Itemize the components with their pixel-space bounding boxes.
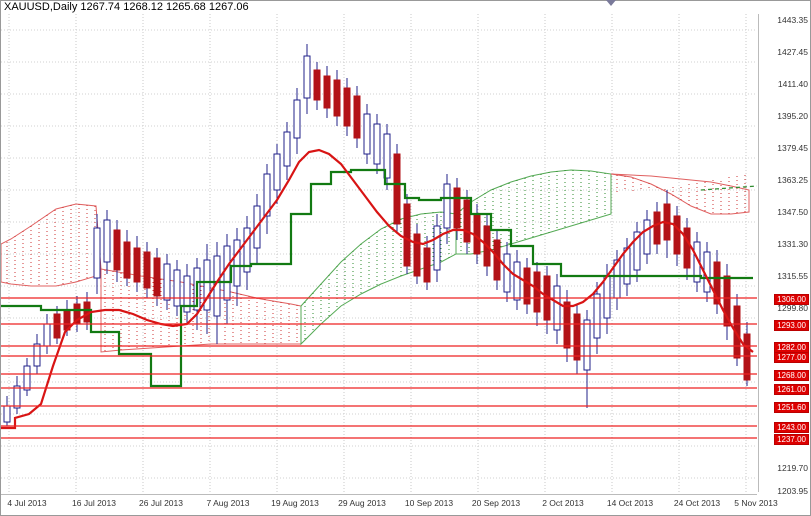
crosshair-marker [606,0,616,6]
chart-canvas[interactable] [1,14,757,492]
price-tick: 1299.80 [777,303,808,313]
time-tick: 20 Sep 2013 [471,498,521,508]
kijun-sen-line [1,168,753,388]
price-tick: 1363.25 [777,175,808,185]
level-label: 1268.00 [774,370,809,381]
price-tick: 1411.40 [777,79,808,89]
horizontal-levels [1,297,757,439]
time-tick: 29 Aug 2013 [338,498,386,508]
level-label: 1251.60 [774,402,809,413]
candlestick-series [3,44,751,426]
price-tick: 1379.45 [777,143,808,153]
price-tick: 1315.55 [777,271,808,281]
level-label: 1306.00 [774,294,809,305]
time-tick: 14 Oct 2013 [606,498,654,508]
time-tick: 16 Jul 2013 [72,498,116,508]
price-tick: 1395.20 [777,111,808,121]
time-tick: 7 Aug 2013 [206,498,250,508]
time-tick: 26 Jul 2013 [139,498,183,508]
tenkan-sen-line [1,148,754,430]
time-tick: 19 Aug 2013 [271,498,319,508]
chart-graphics [1,14,757,492]
grid-horizontal [1,29,757,479]
price-tick: 1347.50 [777,207,808,217]
time-tick: 5 Nov 2013 [734,498,778,508]
time-tick: 10 Sep 2013 [404,498,454,508]
price-tick: 1203.95 [777,486,808,496]
price-tick: 1331.30 [777,239,808,249]
time-axis[interactable]: 4 Jul 2013 16 Jul 2013 26 Jul 2013 7 Aug… [1,494,778,514]
level-label: 1293.00 [774,320,809,331]
price-tick: 1219.70 [777,463,808,473]
level-label: 1261.00 [774,384,809,395]
price-tick: 1427.45 [777,47,808,57]
price-axis[interactable]: 1443.35 1427.45 1411.40 1395.20 1379.45 … [758,14,810,496]
level-label: 1243.00 [774,422,809,433]
time-tick: 24 Oct 2013 [673,498,721,508]
level-label: 1277.00 [774,352,809,363]
level-label: 1237.00 [774,434,809,445]
time-tick: 2 Oct 2013 [542,498,584,508]
time-tick: 4 Jul 2013 [7,498,47,508]
chart-title: XAUUSD,Daily 1267.74 1268.12 1265.68 126… [4,1,252,13]
price-tick: 1443.35 [777,15,808,25]
